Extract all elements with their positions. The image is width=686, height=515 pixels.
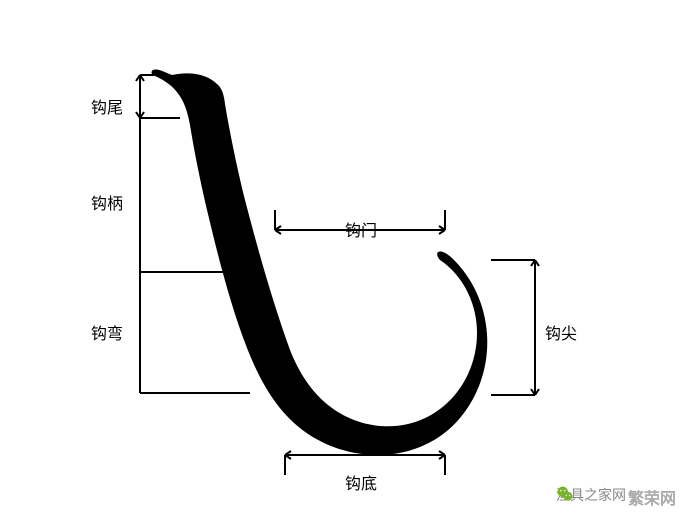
source-attribution: 渔具之家网 [556, 485, 626, 505]
hook-shape [152, 70, 488, 455]
hook-diagram-svg [0, 0, 686, 515]
label-hook-gap: 钩门 [345, 217, 377, 241]
label-hook-point: 钩尖 [545, 320, 577, 344]
watermark-text: 繁荣网 [628, 485, 676, 509]
label-hook-tail: 钩尾 [91, 94, 123, 118]
label-hook-shank: 钩柄 [91, 190, 123, 214]
label-hook-bend: 钩弯 [91, 320, 123, 344]
label-hook-bottom: 钩底 [345, 470, 377, 494]
wechat-icon [556, 485, 574, 503]
